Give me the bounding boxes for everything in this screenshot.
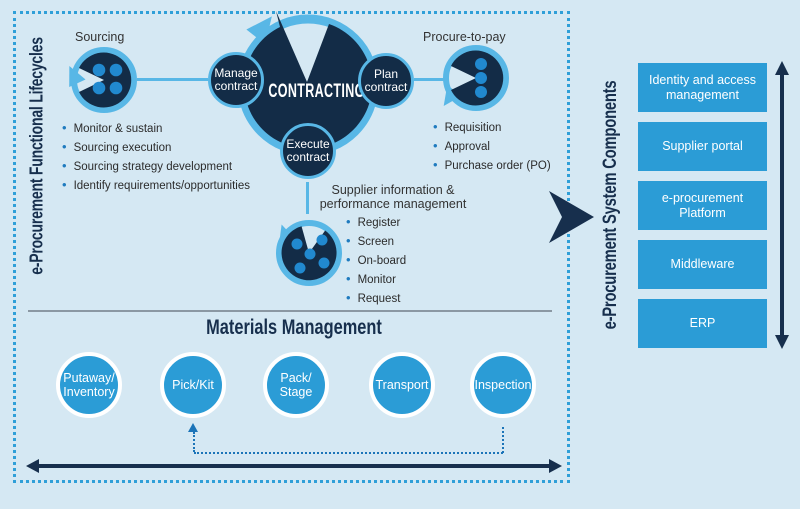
stage-label-line: Pick/Kit (172, 378, 214, 392)
procure-cycle-icon (443, 45, 509, 111)
bullet-item: On-board (346, 251, 407, 270)
plan-to-procure-connector (414, 78, 446, 81)
bullet-item: Purchase order (PO) (433, 156, 551, 175)
materials-title: Materials Management (206, 316, 382, 339)
stage-label-line: Stage (279, 385, 313, 399)
manage-contract-node: Manage contract (208, 52, 264, 108)
components-scope-arrowhead-top-icon (775, 61, 789, 75)
stage-label-line: Putaway/ (63, 371, 115, 385)
supplier-title-line1: Supplier information & (331, 183, 455, 197)
materials-route-dotted (502, 427, 504, 453)
materials-stage-transport: Transport (369, 352, 435, 418)
supplier-cycle-icon (276, 220, 342, 286)
stage-label-line: Pack/ (280, 371, 312, 385)
procure-to-pay-title: Procure-to-pay (423, 30, 506, 44)
bullet-item: Request (346, 289, 406, 308)
bullet-item: Monitor (346, 270, 406, 289)
materials-route-dotted (194, 452, 503, 454)
component-box-erp: ERP (638, 299, 767, 348)
components-scope-arrowhead-bottom-icon (775, 335, 789, 349)
materials-stage-inspection: Inspection (470, 352, 536, 418)
supplier-section-title: Supplier information & performance manag… (318, 183, 468, 211)
bullet-item: Screen (346, 232, 406, 251)
stage-label-line: Inventory (63, 385, 115, 399)
bullet-item: Register (346, 213, 406, 232)
execute-contract-node: Execute contract (280, 123, 336, 179)
materials-flow-arrow (38, 464, 550, 468)
materials-route-arrowhead-icon (188, 423, 198, 432)
sourcing-title: Sourcing (75, 30, 125, 44)
sourcing-to-manage-connector (137, 78, 208, 81)
supplier-bullet-list: Register Screen On-board Monitor Request (346, 213, 407, 308)
lifecycles-to-components-arrow-icon (549, 191, 594, 243)
materials-route-dotted (193, 432, 195, 452)
bullet-item: Sourcing execution (62, 138, 250, 157)
materials-stage-pick-kit: Pick/Kit (160, 352, 226, 418)
materials-flow-arrowhead-left-icon (26, 459, 39, 473)
component-box-middleware: Middleware (638, 240, 767, 289)
component-box-platform: e-procurement Platform (638, 181, 767, 230)
bullet-item: Sourcing strategy development (62, 157, 250, 176)
bullet-item: Approval (433, 137, 551, 156)
components-list: Identity and access management Supplier … (638, 63, 767, 358)
left-axis-label: e-Procurement Functional Lifecycles (26, 37, 47, 275)
contracting-label: CONTRACTING (268, 81, 365, 102)
bullet-item: Identify requirements/opportunities (62, 176, 250, 195)
materials-stage-pack-stage: Pack/ Stage (263, 352, 329, 418)
materials-flow-arrowhead-right-icon (549, 459, 562, 473)
sourcing-cycle-icon (69, 47, 137, 113)
stage-label-line: Inspection (474, 378, 532, 392)
supplier-title-line2: performance management (319, 196, 467, 211)
components-scope-arrow (780, 74, 784, 336)
procure-bullet-list: Requisition Approval Purchase order (PO) (433, 118, 551, 175)
right-axis-label: e-Procurement System Components (600, 80, 621, 330)
stage-label-line: Transport (375, 378, 429, 392)
component-box-identity: Identity and access management (638, 63, 767, 112)
materials-stage-putaway: Putaway/ Inventory (56, 352, 122, 418)
lifecycles-panel-border (13, 11, 570, 483)
bullet-item: Monitor & sustain (62, 119, 250, 138)
materials-divider (28, 310, 552, 312)
sourcing-bullet-list: Monitor & sustain Sourcing execution Sou… (62, 119, 250, 195)
plan-contract-node: Plan contract (358, 53, 414, 109)
bullet-item: Requisition (433, 118, 551, 137)
component-box-supplier-portal: Supplier portal (638, 122, 767, 171)
execute-to-supplier-connector (306, 182, 309, 214)
